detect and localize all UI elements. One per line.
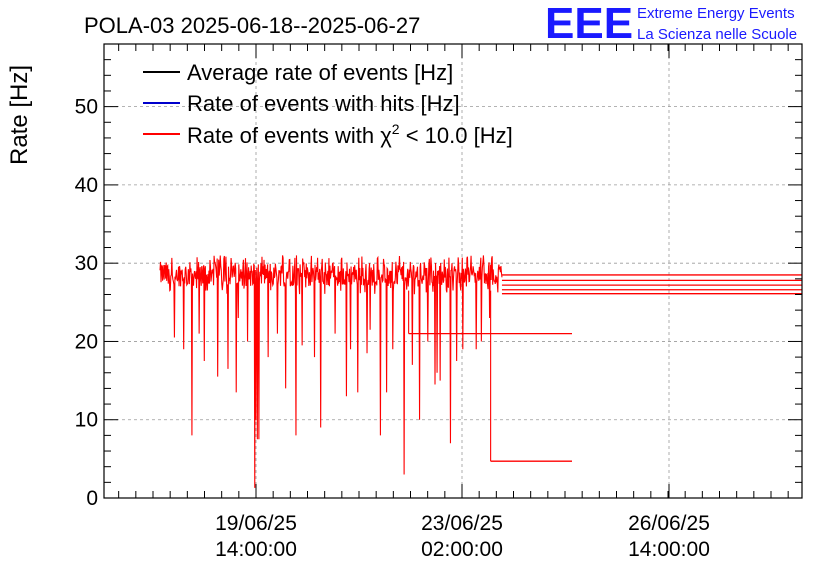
legend-chi2-symbol: χ bbox=[380, 123, 392, 148]
legend-chi2-suffix: < 10.0 [Hz] bbox=[400, 123, 513, 148]
eee-logo-line2: La Scienza nelle Scuole bbox=[637, 26, 797, 43]
y-tick-label: 40 bbox=[75, 174, 98, 197]
legend-label-chi2: Rate of events with χ2 < 10.0 [Hz] bbox=[187, 121, 513, 148]
y-tick-label: 50 bbox=[75, 96, 98, 119]
y-axis-label: Rate [Hz] bbox=[6, 65, 33, 165]
series-line-chi2 bbox=[159, 255, 503, 488]
x-tick-label-date: 19/06/25 bbox=[215, 512, 297, 535]
x-tick-label-date: 26/06/25 bbox=[628, 512, 710, 535]
y-tick-label: 30 bbox=[75, 252, 98, 275]
eee-logo-line1: Extreme Energy Events bbox=[637, 5, 795, 22]
eee-logo-mark: EEE bbox=[545, 0, 633, 48]
legend-label-hits: Rate of events with hits [Hz] bbox=[187, 91, 460, 116]
x-tick-label-time: 02:00:00 bbox=[421, 538, 503, 561]
x-tick-label-date: 23/06/25 bbox=[421, 512, 503, 535]
eee-logo: EEE Extreme Energy Events La Scienza nel… bbox=[545, 0, 797, 48]
series-group bbox=[159, 255, 802, 488]
plot-frame bbox=[103, 43, 803, 499]
grid-lines bbox=[104, 44, 802, 498]
legend-chi2-superscript: 2 bbox=[392, 121, 400, 137]
x-tick-label-time: 14:00:00 bbox=[215, 538, 297, 561]
y-tick-label: 0 bbox=[86, 487, 98, 510]
x-tick-labels: 19/06/25 14:00:00 23/06/25 02:00:00 26/06/25… bbox=[215, 512, 710, 561]
y-tick-label: 20 bbox=[75, 330, 98, 353]
y-tick-labels: 0 10 20 30 40 50 bbox=[75, 96, 98, 510]
x-tick-label-time: 14:00:00 bbox=[628, 538, 710, 561]
legend: Average rate of events [Hz] Rate of even… bbox=[143, 60, 513, 148]
axis-ticks bbox=[104, 43, 802, 499]
chart-title: POLA-03 2025-06-18--2025-06-27 bbox=[84, 13, 420, 38]
legend-chi2-prefix: Rate of events with bbox=[187, 123, 380, 148]
y-tick-label: 10 bbox=[75, 409, 98, 432]
legend-label-average: Average rate of events [Hz] bbox=[187, 60, 453, 85]
